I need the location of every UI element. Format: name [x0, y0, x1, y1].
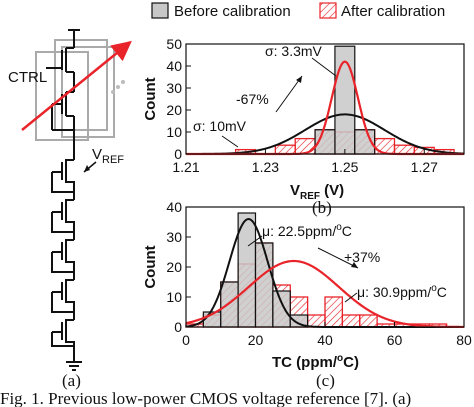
- legend-label-before: Before calibration: [174, 3, 291, 20]
- tc-histogram: 0 10 20 30 40 0 20 40 60 80: [166, 199, 472, 348]
- vref-before-bars: [314, 45, 376, 155]
- vref-y-ticks: 0 10 20 30 40 50: [166, 36, 191, 162]
- vref-after-bar-6: [373, 137, 396, 155]
- tc-y-tick-label-3: 30: [166, 229, 182, 245]
- tc-x-axis-end: C): [343, 354, 359, 371]
- sigma-after-annotation: σ: 10mV: [193, 118, 247, 134]
- vref-x-tick-label-2: 1.25: [331, 159, 358, 175]
- legend: Before calibration After calibration: [151, 2, 445, 20]
- tc-y-tick-label-4: 40: [166, 199, 182, 215]
- vref-histogram: 0 10 20 30 40 50 1.21 1.23 1.25 1.27: [166, 36, 465, 175]
- vref-after-bar-7: [393, 144, 416, 155]
- svg-text:TC (ppm/oC): TC (ppm/oC): [272, 353, 359, 371]
- mu-before-degree: o: [336, 222, 342, 233]
- tc-after-bar-9: [341, 314, 361, 328]
- tc-x-tick-label-1: 20: [248, 332, 264, 348]
- tc-y-tick-label-0: 0: [174, 319, 182, 335]
- mu-before-c: C: [342, 223, 352, 239]
- vref-y-tick-label-0: 0: [174, 146, 182, 162]
- legend-label-after: After calibration: [341, 3, 445, 20]
- mu-change-annotation: +37%: [344, 249, 380, 265]
- tc-after-bar-8: [324, 296, 344, 328]
- vref-after-bar-2: [294, 137, 316, 155]
- vref-y-tick-label-4: 40: [166, 58, 182, 74]
- vref-y-tick-label-5: 50: [166, 36, 182, 52]
- tc-after-fit-curve: [185, 259, 465, 329]
- figure-caption: Fig. 1. Previous low-power CMOS voltage …: [0, 389, 411, 407]
- lower-transistor-stack: [51, 159, 75, 350]
- vref-x-tick-label-1: 1.23: [252, 159, 279, 175]
- tc-after-bar-7: [306, 314, 326, 328]
- tc-y-tick-label-1: 10: [166, 289, 182, 305]
- tc-y-ticks: 0 10 20 30 40: [166, 199, 191, 335]
- tc-x-tick-label-3: 60: [387, 332, 403, 348]
- tc-x-tick-label-4: 80: [456, 332, 472, 348]
- vref-x-axis-title: V: [290, 182, 300, 199]
- vref-x-axis-unit: (V): [320, 182, 344, 199]
- vref-x-tick-label-3: 1.27: [411, 159, 438, 175]
- vref-y-tick-label-2: 20: [166, 102, 182, 118]
- legend-swatch-before: [151, 2, 169, 19]
- cell-outline-1: [54, 39, 108, 131]
- vref-plot-frame: [185, 43, 465, 155]
- sigma-change-annotation: -67%: [236, 91, 269, 107]
- svg-text:VREF: VREF: [92, 146, 124, 166]
- tc-x-axis-title: TC (ppm/: [272, 354, 338, 371]
- vref-y-tick-label-3: 30: [166, 80, 182, 96]
- vref-x-axis-subscript: REF: [300, 191, 320, 202]
- legend-swatch-after: [319, 2, 337, 19]
- vref-y-axis-title: Count: [142, 77, 159, 120]
- vref-y-tick-label-1: 10: [166, 124, 182, 140]
- vref-x-ticks: 1.21 1.23 1.25 1.27: [172, 149, 438, 175]
- schematic-circuit: [21, 29, 132, 371]
- vref-after-bar-1: [274, 144, 296, 155]
- mu-before-annotation: μ: 22.5ppm/: [262, 223, 336, 239]
- svg-text:VREF (V): VREF (V): [290, 182, 344, 202]
- sigma-before-annotation: σ: 3.3mV: [265, 43, 323, 59]
- tc-y-tick-label-2: 20: [166, 259, 182, 275]
- panel-label-a: (a): [62, 371, 81, 390]
- mu-after-annotation: μ: 30.9ppm/: [357, 284, 431, 300]
- tc-x-tick-label-2: 40: [317, 332, 333, 348]
- ctrl-label: CTRL: [8, 69, 47, 86]
- vref-label: V: [92, 146, 102, 163]
- mu-after-c: C: [437, 284, 447, 300]
- tc-x-ticks: 0 20 40 60 80: [182, 322, 472, 348]
- tc-x-axis-degree: o: [337, 353, 343, 364]
- vref-x-tick-label-0: 1.21: [172, 159, 199, 175]
- vref-subscript: REF: [102, 154, 124, 166]
- svg-text:μ: 22.5ppm/oC: μ: 22.5ppm/oC: [262, 222, 352, 239]
- trim-arrow: [21, 40, 132, 131]
- tc-before-bar-1: [220, 281, 239, 328]
- tc-y-axis-title: Count: [142, 245, 159, 288]
- panel-label-c: (c): [316, 371, 335, 390]
- tc-x-tick-label-0: 0: [182, 332, 190, 348]
- tc-before-bar-3: [254, 242, 274, 328]
- tc-after-bar-10: [359, 314, 378, 328]
- svg-text:μ: 30.9ppm/oC: μ: 30.9ppm/oC: [357, 283, 447, 300]
- mu-after-degree: o: [431, 283, 437, 294]
- tc-before-bar-4: [272, 290, 291, 328]
